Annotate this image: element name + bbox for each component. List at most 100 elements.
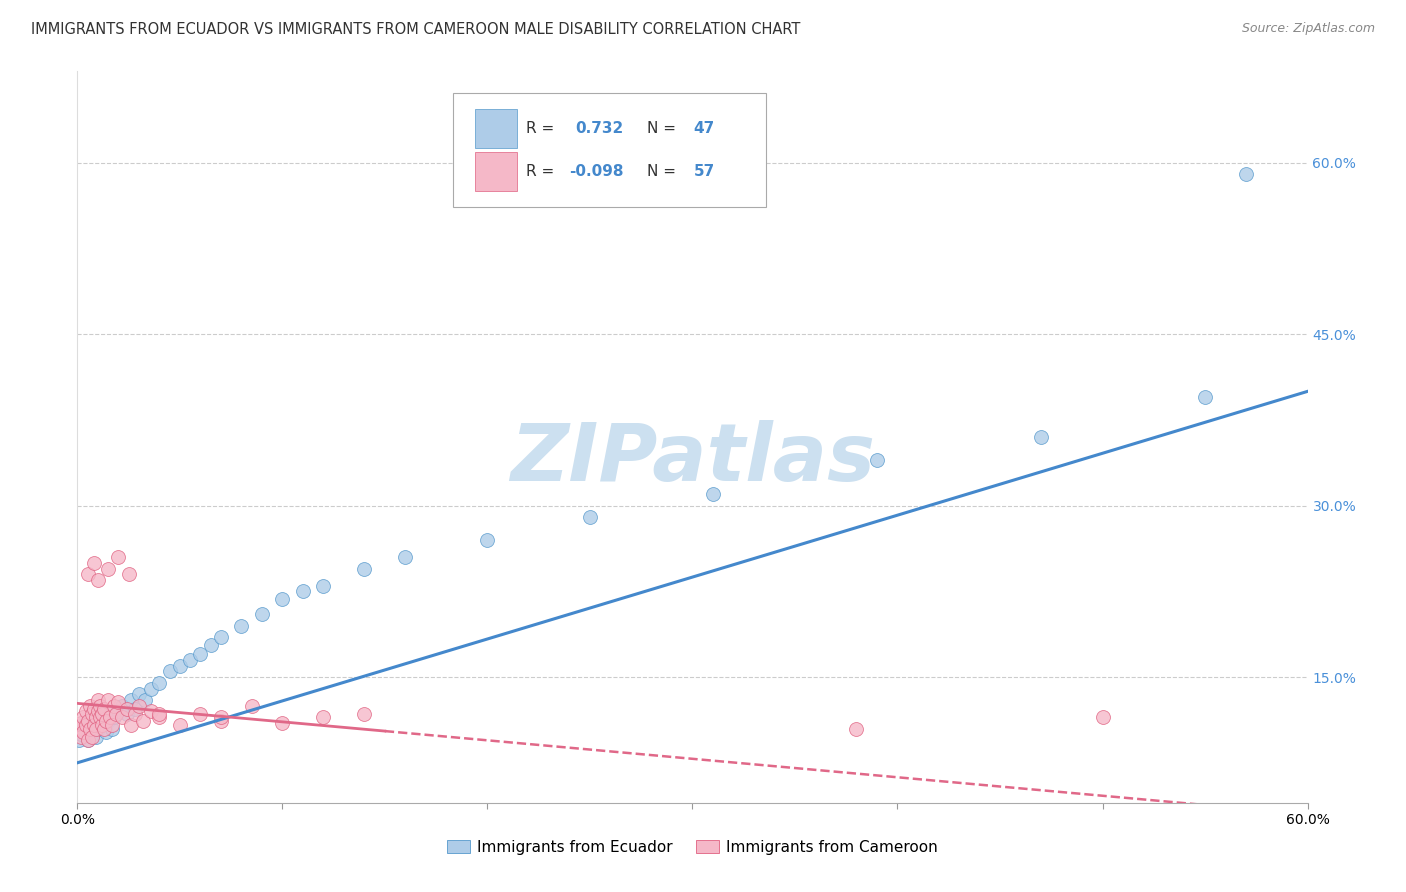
Text: 57: 57 [693,164,714,179]
Point [271,592,294,607]
Point [169,658,191,673]
Point [98,710,121,724]
Point [120,718,142,732]
Point [101,722,124,736]
Text: Source: ZipAtlas.com: Source: ZipAtlas.com [1241,22,1375,36]
Text: 47: 47 [693,120,714,136]
Point [209,630,232,644]
Point [70,715,93,730]
Legend: Immigrants from Ecuador, Immigrants from Cameroon: Immigrants from Ecuador, Immigrants from… [440,834,945,861]
Text: IMMIGRANTS FROM ECUADOR VS IMMIGRANTS FROM CAMEROON MALE DISABILITY CORRELATION : IMMIGRANTS FROM ECUADOR VS IMMIGRANTS FR… [31,22,800,37]
Point [1234,167,1257,181]
FancyBboxPatch shape [475,109,516,147]
Point [67,733,90,747]
Point [70,730,93,744]
Point [75,718,97,732]
Point [209,714,232,728]
Point [291,584,314,599]
Point [83,714,105,728]
Point [148,675,170,690]
Text: R =: R = [526,120,554,136]
Point [67,722,90,736]
Point [117,567,139,582]
Text: -0.098: -0.098 [569,164,624,179]
Point [128,698,150,713]
Point [84,710,107,724]
Point [70,727,93,741]
Point [477,533,499,547]
Point [179,653,201,667]
Point [76,567,98,582]
Point [124,706,146,721]
Point [200,638,222,652]
Point [132,714,155,728]
Point [93,722,115,736]
Point [1091,710,1114,724]
Point [103,698,125,713]
Point [90,718,114,732]
Text: N =: N = [647,164,676,179]
Point [209,710,232,724]
Point [1194,390,1216,404]
Point [148,710,170,724]
Text: ZIPatlas: ZIPatlas [510,420,875,498]
Point [89,698,111,713]
Point [845,722,868,736]
Point [87,693,110,707]
Point [93,710,115,724]
Point [1029,430,1052,444]
Point [80,706,103,721]
Point [111,698,134,713]
Point [312,710,335,724]
Point [80,727,103,741]
Point [87,573,110,587]
Point [97,561,120,575]
Point [141,705,163,719]
Point [90,718,114,732]
Point [83,702,105,716]
Point [107,695,129,709]
Point [79,722,101,736]
Point [188,706,212,721]
Text: R =: R = [526,164,554,179]
Point [98,706,121,721]
Point [148,706,170,721]
Point [76,714,98,728]
Point [87,722,110,736]
Point [94,714,117,728]
Point [271,715,294,730]
Point [79,698,101,713]
Point [89,710,111,724]
Point [84,722,107,736]
Point [72,725,94,739]
Point [97,693,120,707]
Point [141,681,163,696]
Text: 0.732: 0.732 [575,120,624,136]
Point [79,718,101,732]
Point [159,665,181,679]
Point [250,607,273,622]
Point [72,710,94,724]
Point [84,730,107,744]
Point [75,705,97,719]
Point [353,561,375,575]
Point [83,556,105,570]
Point [75,715,97,730]
Point [120,693,142,707]
Point [169,718,191,732]
Text: N =: N = [647,120,676,136]
Point [80,730,103,744]
Point [115,706,138,721]
Point [94,725,117,739]
Point [134,693,156,707]
Point [72,722,94,736]
Point [90,706,114,721]
Point [97,714,120,728]
Point [231,618,253,632]
Point [579,510,602,524]
Point [394,550,416,565]
Point [101,718,124,732]
Point [103,710,125,724]
Point [105,706,128,721]
Point [107,550,129,565]
